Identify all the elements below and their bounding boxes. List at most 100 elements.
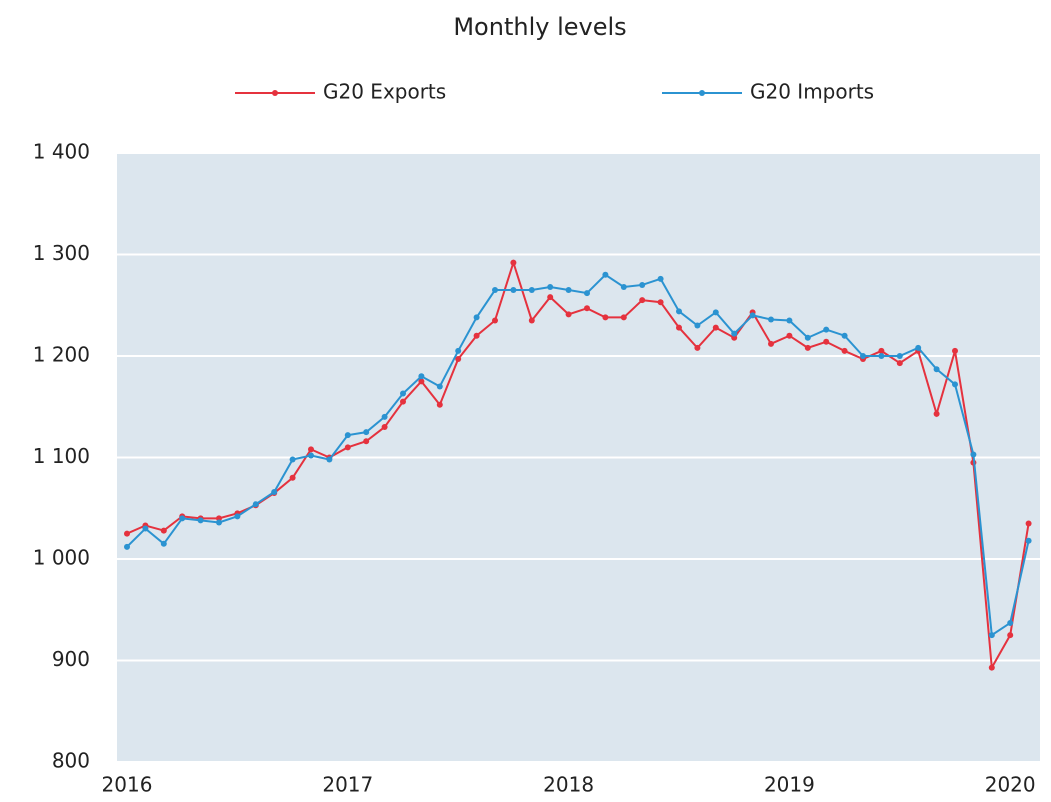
point [768, 340, 774, 347]
y-tick-label: 1 300 [33, 241, 90, 265]
point [344, 444, 351, 451]
point [528, 317, 535, 324]
point [657, 299, 664, 306]
point [786, 332, 793, 339]
point [896, 360, 903, 367]
point [308, 452, 314, 459]
point [160, 540, 167, 547]
point [381, 424, 388, 431]
point [547, 283, 554, 290]
point [639, 297, 646, 304]
point [749, 312, 756, 319]
point [970, 451, 977, 458]
point [473, 332, 480, 339]
point [547, 294, 554, 301]
point [326, 456, 333, 463]
point [952, 381, 958, 388]
y-tick-label: 900 [52, 647, 90, 671]
point [473, 314, 480, 321]
point [768, 316, 774, 323]
point [455, 356, 462, 363]
x-tick-label: 2020 [985, 773, 1036, 797]
point [381, 413, 388, 420]
point [436, 383, 443, 390]
point [565, 311, 572, 318]
point [823, 326, 830, 333]
point [988, 632, 995, 639]
point [565, 287, 572, 294]
point [363, 429, 370, 436]
point [400, 390, 406, 397]
point [712, 324, 719, 331]
point [620, 314, 627, 321]
series-line [126, 259, 1030, 671]
point [252, 501, 259, 508]
point [289, 456, 296, 463]
x-tick-label: 2017 [322, 773, 373, 797]
point [510, 259, 517, 266]
point [896, 353, 903, 359]
y-tick-label: 800 [52, 749, 90, 773]
point [933, 366, 940, 373]
point [271, 489, 278, 496]
point [234, 513, 241, 520]
point [1025, 520, 1032, 527]
point [712, 309, 719, 316]
point [804, 344, 811, 351]
point [400, 398, 406, 405]
x-tick-label: 2016 [102, 773, 153, 797]
point [823, 338, 830, 345]
y-tick-label: 1 000 [33, 546, 90, 570]
point [1007, 632, 1014, 639]
series-line [126, 273, 1030, 637]
point [124, 530, 130, 537]
point [676, 308, 682, 315]
legend-label: G20 Imports [750, 80, 874, 104]
point [436, 401, 443, 408]
point [528, 287, 535, 294]
point [841, 347, 848, 354]
point [804, 334, 811, 341]
point [289, 474, 296, 481]
point [860, 353, 866, 359]
point [363, 438, 370, 445]
point [418, 378, 425, 385]
point [602, 314, 609, 321]
point [584, 290, 590, 297]
y-tick-label: 1 100 [33, 444, 90, 468]
point [1007, 619, 1014, 626]
legend-marker [272, 90, 278, 96]
point [602, 271, 609, 278]
point [878, 347, 885, 354]
point [639, 281, 646, 288]
x-tick-label: 2019 [764, 773, 815, 797]
point [657, 275, 664, 282]
point [786, 317, 793, 324]
legend-marker [699, 90, 705, 96]
y-tick-label: 1 200 [33, 343, 90, 367]
chart-title: Monthly levels [453, 13, 626, 41]
legend-label: G20 Exports [323, 80, 446, 104]
point [492, 317, 498, 324]
point [915, 344, 922, 351]
point [694, 344, 701, 351]
point [492, 287, 498, 294]
point [694, 322, 701, 329]
point [584, 305, 590, 312]
point [620, 283, 627, 290]
point [510, 287, 517, 294]
point [197, 517, 204, 524]
point [179, 515, 186, 522]
x-tick-label: 2018 [543, 773, 594, 797]
point [878, 353, 885, 359]
point [1025, 537, 1032, 544]
point [216, 519, 222, 526]
point [124, 543, 130, 550]
y-tick-label: 1 400 [33, 140, 90, 164]
point [731, 330, 738, 337]
point [933, 410, 940, 417]
point [988, 664, 995, 671]
point [952, 347, 958, 354]
point [344, 432, 351, 439]
